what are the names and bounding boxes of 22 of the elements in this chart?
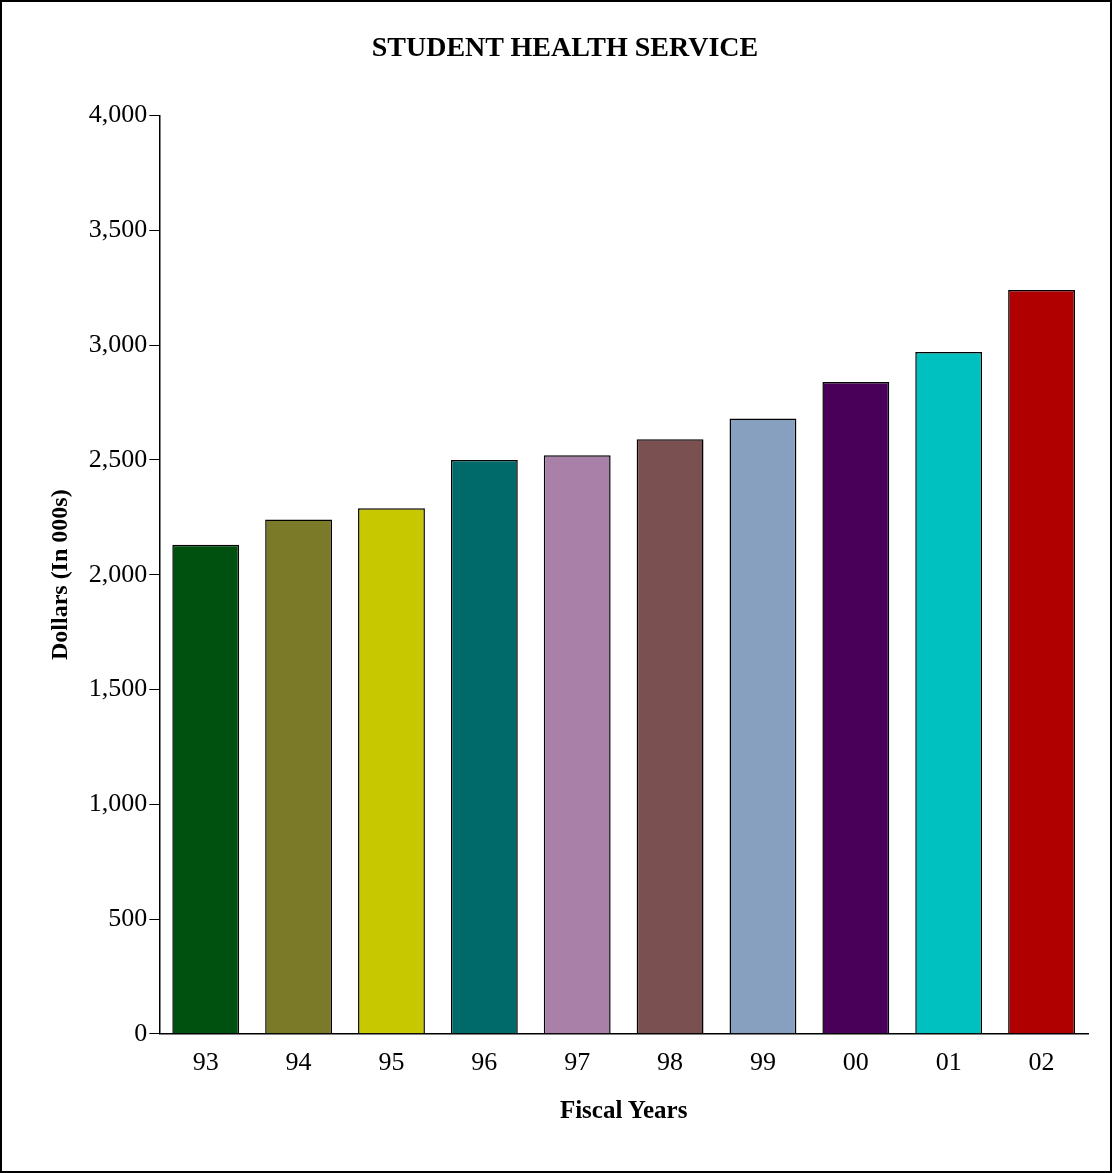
x-tick-label: 94 bbox=[285, 1047, 312, 1077]
y-tick-label: 3,500 bbox=[88, 214, 148, 244]
y-tick-label: 500 bbox=[108, 902, 148, 932]
y-tick-label: 4,000 bbox=[88, 99, 148, 129]
y-axis-title: Dollars (In 000s) bbox=[45, 489, 72, 661]
y-tick-label: 2,500 bbox=[88, 443, 148, 473]
y-tick-label: 1,000 bbox=[88, 788, 148, 818]
x-tick-label: 01 bbox=[935, 1047, 962, 1077]
x-tick-label: 93 bbox=[192, 1047, 219, 1077]
y-tick-label: 0 bbox=[134, 1017, 148, 1047]
x-tick-label: 95 bbox=[378, 1047, 405, 1077]
x-tick-label: 98 bbox=[657, 1047, 684, 1077]
x-tick-label: 96 bbox=[471, 1047, 498, 1077]
y-tick-label: 3,000 bbox=[88, 328, 148, 358]
y-tick-label: 1,500 bbox=[88, 673, 148, 703]
chart-title: STUDENT HEALTH SERVICE bbox=[371, 31, 759, 63]
x-tick-label: 00 bbox=[842, 1047, 869, 1077]
y-tick-label: 2,000 bbox=[88, 558, 148, 588]
x-axis-title: Fiscal Years bbox=[559, 1096, 688, 1124]
x-tick-label: 02 bbox=[1028, 1047, 1055, 1077]
x-tick-label: 99 bbox=[749, 1047, 776, 1077]
x-tick-label: 97 bbox=[564, 1047, 591, 1077]
